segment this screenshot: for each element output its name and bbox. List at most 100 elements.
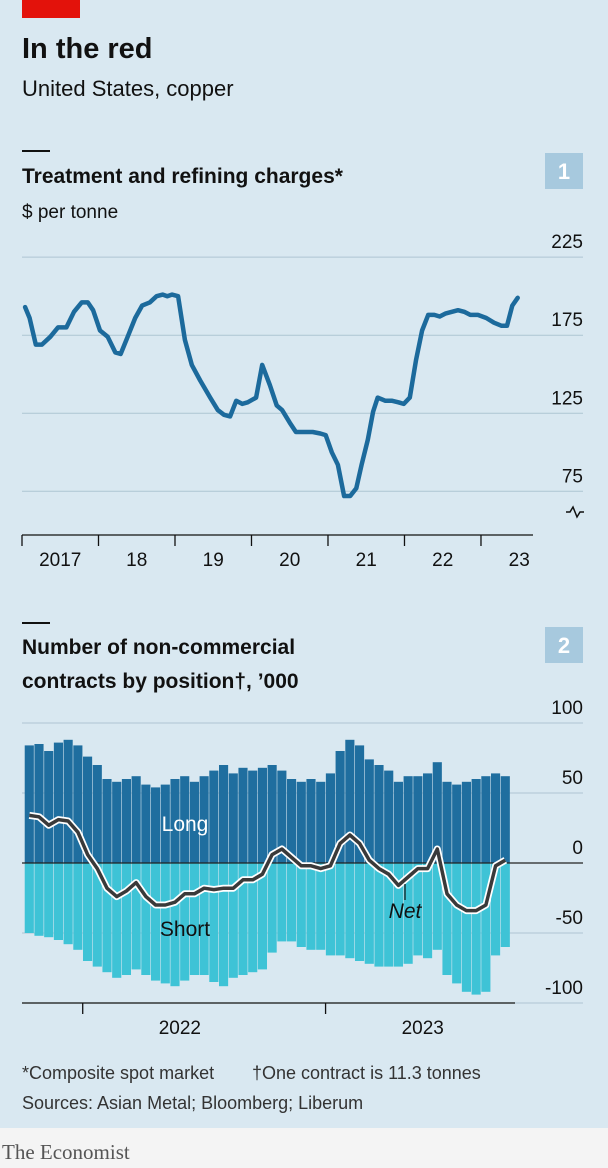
bar xyxy=(24,745,34,863)
bar xyxy=(432,762,442,863)
bar xyxy=(432,863,442,950)
panel-box xyxy=(545,627,583,663)
bar xyxy=(325,773,335,863)
y-tick-label: -100 xyxy=(545,978,583,999)
panel-number: 2 xyxy=(558,633,570,658)
bar xyxy=(452,863,462,984)
axis-break xyxy=(566,505,584,519)
bar xyxy=(83,756,93,863)
bar xyxy=(287,863,297,942)
bar xyxy=(131,863,141,970)
y-tick-label: 50 xyxy=(562,768,583,789)
bar xyxy=(500,776,510,863)
bar xyxy=(393,781,403,863)
sources: Sources: Asian Metal; Bloomberg; Liberum xyxy=(22,1093,363,1113)
bar xyxy=(151,787,161,863)
bar xyxy=(384,770,394,863)
footer-band xyxy=(0,1128,608,1168)
bar xyxy=(63,863,73,945)
bar xyxy=(452,784,462,863)
bar xyxy=(413,776,423,863)
x-tick-label: 23 xyxy=(509,550,530,571)
y-tick-label: 75 xyxy=(562,466,583,487)
bar xyxy=(364,759,374,863)
footnote: *Composite spot market xyxy=(22,1063,214,1083)
bar xyxy=(403,863,413,964)
bar xyxy=(442,863,452,975)
bar xyxy=(219,765,229,863)
bar xyxy=(491,863,501,956)
bar xyxy=(306,863,316,950)
panel-title: Number of non-commercial xyxy=(22,636,295,659)
bar xyxy=(121,779,131,863)
net-line xyxy=(29,813,507,913)
bar xyxy=(238,863,248,975)
bar xyxy=(160,784,170,863)
bar xyxy=(345,863,355,959)
bar xyxy=(461,781,471,863)
bar xyxy=(180,863,190,981)
y-tick-label: 125 xyxy=(551,388,583,409)
bar xyxy=(73,863,83,950)
x-tick-label: 2017 xyxy=(39,550,81,571)
red-tag xyxy=(22,0,80,18)
bar xyxy=(73,745,83,863)
series-label: Short xyxy=(160,918,210,941)
bar xyxy=(296,781,306,863)
bar xyxy=(189,781,199,863)
y-tick-label: 225 xyxy=(551,232,583,253)
bar xyxy=(355,745,365,863)
bar xyxy=(481,776,491,863)
panel-box xyxy=(545,153,583,189)
bar xyxy=(24,863,34,933)
bar xyxy=(461,863,471,992)
bar xyxy=(228,863,238,978)
footnote: †One contract is 11.3 tonnes xyxy=(252,1063,481,1083)
bar xyxy=(53,863,63,940)
bar xyxy=(471,863,481,995)
bar xyxy=(277,770,287,863)
bar xyxy=(131,776,141,863)
bar xyxy=(189,863,199,975)
bar xyxy=(92,863,102,967)
bar xyxy=(471,779,481,863)
bar xyxy=(267,765,277,863)
bar xyxy=(92,765,102,863)
bar xyxy=(374,765,384,863)
bar xyxy=(248,863,258,973)
bar xyxy=(316,863,326,950)
bar xyxy=(53,742,63,863)
bar xyxy=(199,863,209,975)
bar xyxy=(491,773,501,863)
axis-unit: $ per tonne xyxy=(22,202,118,223)
bar xyxy=(44,863,54,938)
bar xyxy=(413,863,423,956)
bar xyxy=(170,863,180,987)
bar xyxy=(209,863,219,982)
bar xyxy=(277,863,287,942)
x-tick-label: 20 xyxy=(279,550,300,571)
bar xyxy=(403,776,413,863)
bar xyxy=(257,767,267,863)
bar xyxy=(209,770,219,863)
bar xyxy=(500,863,510,947)
bar xyxy=(257,863,267,970)
bar xyxy=(393,863,403,967)
x-tick-label: 19 xyxy=(203,550,224,571)
bar xyxy=(423,773,433,863)
data-line xyxy=(22,292,520,499)
bar xyxy=(199,776,209,863)
bar xyxy=(384,863,394,967)
bar xyxy=(442,781,452,863)
bar xyxy=(423,863,433,959)
bar xyxy=(364,863,374,964)
bar xyxy=(102,779,112,863)
y-tick-label: -50 xyxy=(556,908,583,929)
bar xyxy=(481,863,491,992)
x-tick-label: 2023 xyxy=(402,1018,444,1039)
bar xyxy=(34,863,44,936)
bar xyxy=(219,863,229,987)
bar xyxy=(238,767,248,863)
y-tick-label: 100 xyxy=(551,698,583,719)
